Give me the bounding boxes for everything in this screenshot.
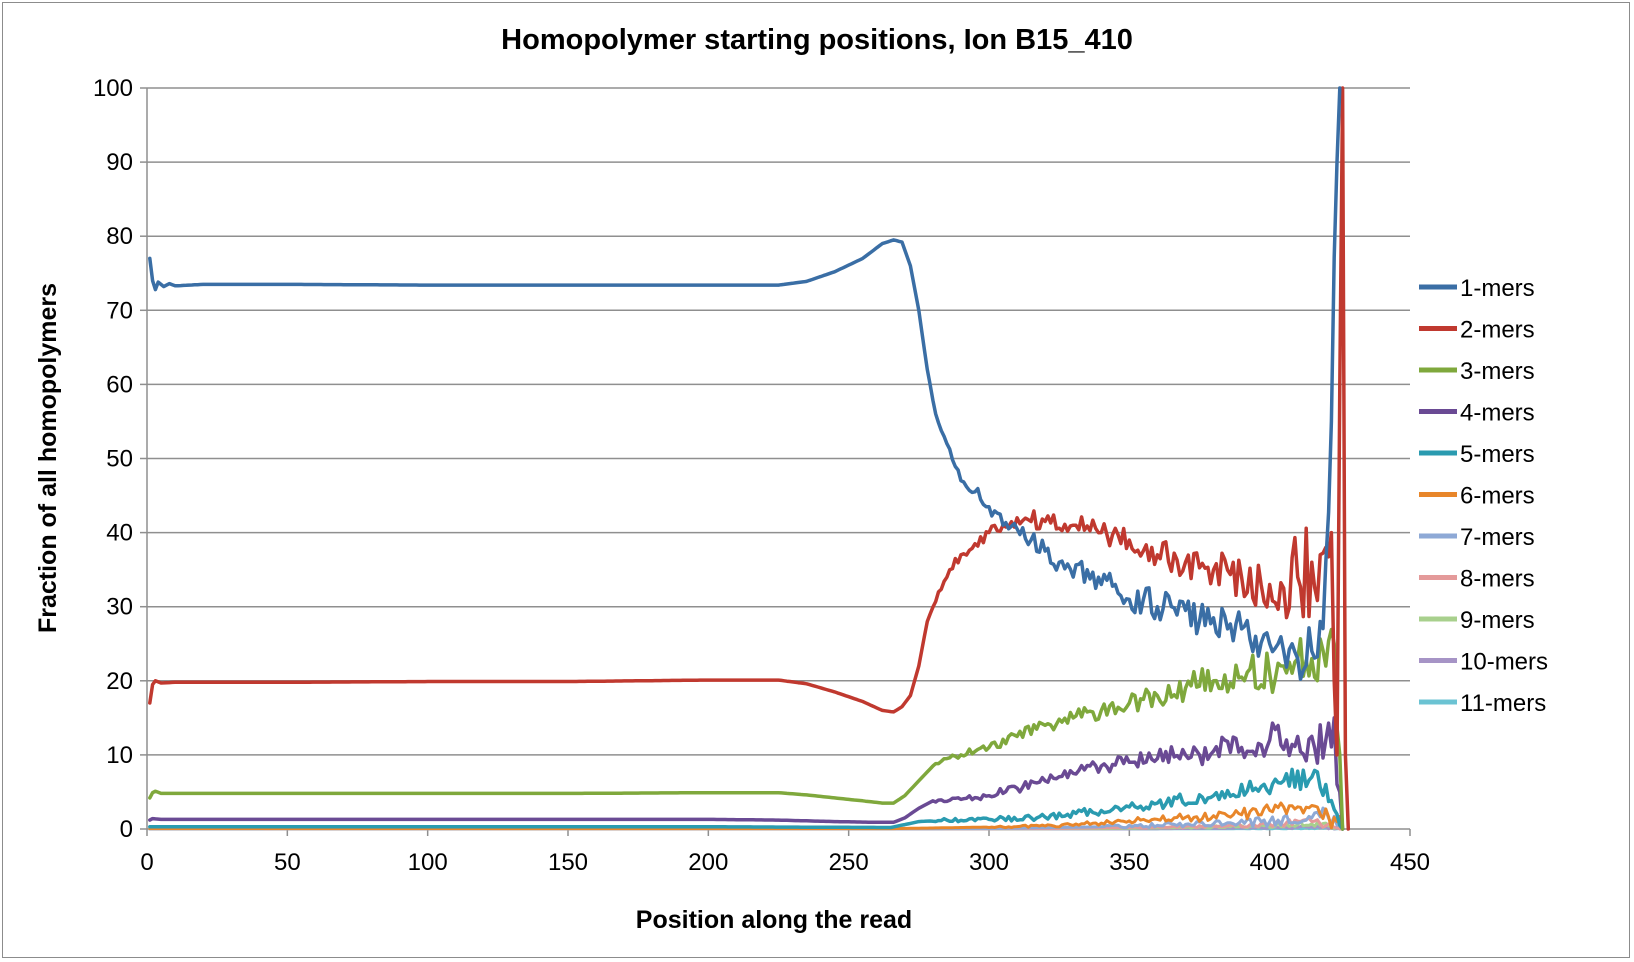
x-tick-label: 150 [548, 849, 588, 876]
legend-label: 4-mers [1460, 400, 1535, 427]
legend-item-7-mers: 7-mers [1419, 524, 1535, 551]
x-tick-label: 300 [969, 849, 1009, 876]
y-tick-label: 30 [106, 594, 133, 621]
series-line-4-mers [148, 716, 1345, 831]
y-tick-labels: 0 10 20 30 40 50 60 70 80 90 100 [93, 75, 133, 843]
legend-item-6-mers: 6-mers [1419, 483, 1535, 510]
y-tick-label: 80 [106, 223, 133, 250]
x-tick-labels: 0 50 100 150 200 250 300 350 400 450 [140, 849, 1430, 876]
legend-item-9-mers: 9-mers [1419, 607, 1535, 634]
legend-item-10-mers: 10-mers [1419, 649, 1548, 676]
legend-label: 11-mers [1460, 690, 1546, 717]
legend-label: 6-mers [1460, 483, 1535, 510]
y-tick-label: 40 [106, 520, 133, 547]
legend-item-4-mers: 4-mers [1419, 400, 1535, 427]
y-tick-label: 50 [106, 446, 133, 473]
x-tick-label: 100 [408, 849, 448, 876]
legend-label: 10-mers [1460, 649, 1548, 676]
series-lines [148, 86, 1351, 831]
series-line-5-mers [148, 767, 1345, 831]
y-tick-label: 0 [120, 816, 133, 843]
legend-item-5-mers: 5-mers [1419, 441, 1535, 468]
axes [140, 87, 1411, 836]
legend-item-11-mers: 11-mers [1419, 690, 1546, 717]
legend-label: 3-mers [1460, 358, 1535, 385]
x-tick-label: 0 [140, 849, 153, 876]
legend-item-1-mers: 1-mers [1419, 275, 1535, 302]
x-tick-label: 450 [1390, 849, 1430, 876]
y-tick-label: 60 [106, 371, 133, 398]
legend-item-3-mers: 3-mers [1419, 358, 1535, 385]
legend-label: 1-mers [1460, 275, 1535, 302]
legend-label: 7-mers [1460, 524, 1535, 551]
y-tick-label: 20 [106, 668, 133, 695]
y-tick-label: 100 [93, 75, 133, 102]
series-line-3-mers [148, 627, 1345, 831]
legend-item-8-mers: 8-mers [1419, 566, 1535, 593]
legend-item-2-mers: 2-mers [1419, 317, 1535, 344]
y-tick-label: 90 [106, 149, 133, 176]
legend-label: 5-mers [1460, 441, 1535, 468]
x-tick-label: 350 [1109, 849, 1149, 876]
chart-title: Homopolymer starting positions, Ion B15_… [501, 24, 1133, 56]
series-line-2-mers [148, 86, 1351, 831]
y-tick-label: 10 [106, 742, 133, 769]
legend-label: 8-mers [1460, 566, 1535, 593]
legend: 1-mers 2-mers 3-mers 4-mers 5-mers 6-mers 7-me… [1419, 275, 1548, 717]
x-tick-label: 250 [829, 849, 869, 876]
y-axis-title: Fraction of all homopolymers [34, 283, 62, 633]
legend-label: 9-mers [1460, 607, 1535, 634]
y-tick-label: 70 [106, 297, 133, 324]
x-axis-title: Position along the read [636, 906, 912, 934]
x-tick-label: 50 [274, 849, 301, 876]
x-tick-label: 400 [1250, 849, 1290, 876]
legend-label: 2-mers [1460, 317, 1535, 344]
gridlines [147, 87, 1410, 756]
series-line-1-mers [148, 86, 1342, 682]
x-tick-label: 200 [688, 849, 728, 876]
